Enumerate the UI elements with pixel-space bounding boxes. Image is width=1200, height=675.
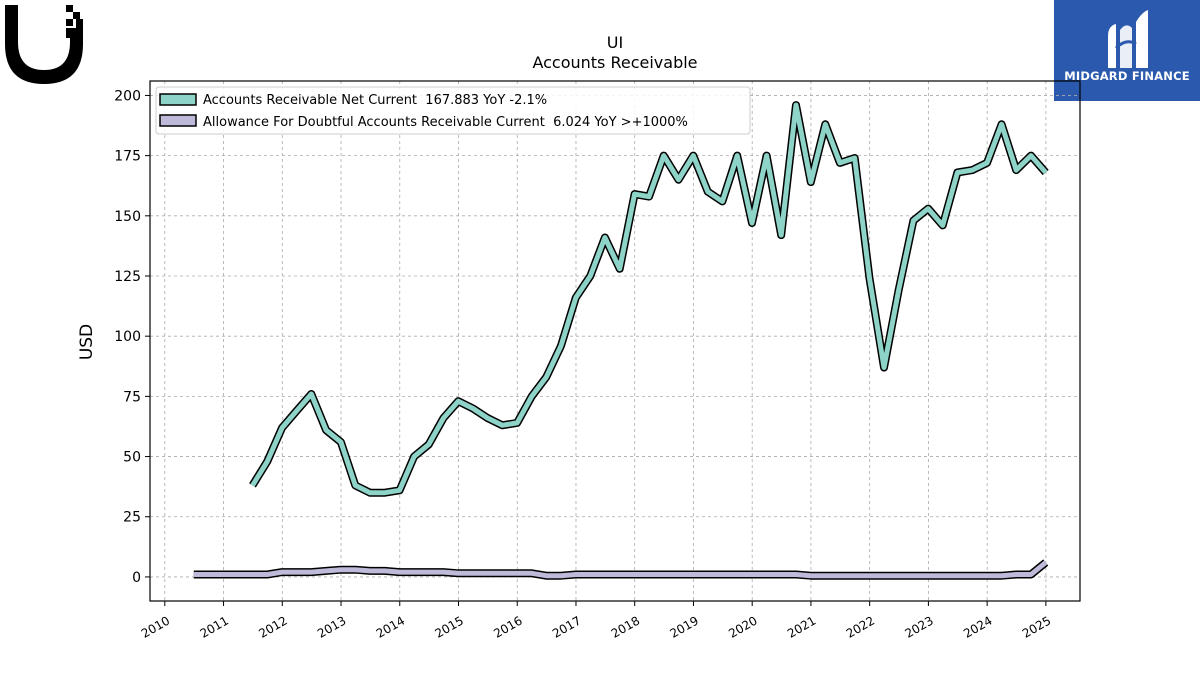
y-tick-label: 125 — [114, 269, 141, 285]
x-tick-label: 2018 — [609, 613, 642, 640]
x-tick-label: 2021 — [785, 613, 818, 640]
y-tick-label: 200 — [114, 88, 141, 104]
axes: 0 25 50 75 100 125 150 175 200 2010 2011 2012 2013 20… — [114, 88, 1053, 640]
x-tick-label: 2017 — [550, 613, 583, 640]
x-tick-label: 2014 — [374, 613, 407, 640]
x-tick-label: 2022 — [844, 613, 877, 640]
y-tick-label: 150 — [114, 209, 141, 225]
y-tick-label: 100 — [114, 329, 141, 345]
x-tick-label: 2024 — [961, 613, 994, 640]
x-tick-label: 2013 — [315, 613, 348, 640]
brand-name: MIDGARD FINANCE — [1064, 69, 1190, 83]
legend-swatch-allowance — [159, 114, 197, 127]
x-tick-label: 2020 — [726, 613, 759, 640]
series-outline-0 — [249, 101, 1049, 497]
legend-swatch-ar-net — [159, 93, 197, 106]
y-tick-label: 25 — [123, 510, 141, 526]
x-tick-label: 2012 — [256, 613, 289, 640]
x-tick-label: 2019 — [667, 613, 700, 640]
y-tick-label: 75 — [123, 389, 141, 405]
y-tick-label: 50 — [123, 450, 141, 466]
x-tick-label: 2010 — [139, 613, 172, 640]
legend-label-ar-net: Accounts Receivable Net Current 167.883 … — [203, 93, 547, 108]
x-tick-label: 2011 — [198, 613, 231, 640]
midgard-logo-icon — [1108, 10, 1148, 68]
chart-title: UI — [607, 33, 623, 52]
y-axis-label: USD — [77, 324, 97, 360]
plot-frame — [149, 80, 1081, 602]
chart-subtitle: Accounts Receivable — [532, 53, 697, 72]
series-layer — [193, 101, 1049, 580]
ubiquiti-logo-icon — [5, 5, 83, 84]
ui-logo — [0, 0, 90, 90]
series-line-1 — [193, 560, 1048, 579]
y-tick-label: 0 — [132, 570, 141, 586]
grid — [150, 81, 1080, 601]
x-tick-label: 2023 — [902, 613, 935, 640]
series-line-0 — [250, 102, 1048, 496]
legend-label-allowance: Allowance For Doubtful Accounts Receivab… — [203, 115, 688, 130]
x-tick-label: 2016 — [491, 613, 524, 640]
legend: Accounts Receivable Net Current 167.883 … — [155, 86, 751, 135]
x-tick-label: 2015 — [433, 613, 466, 640]
brand-badge: MIDGARD FINANCE — [1054, 0, 1200, 101]
legend-box — [155, 86, 751, 135]
y-tick-label: 175 — [114, 149, 141, 165]
x-tick-label: 2025 — [1020, 613, 1053, 640]
